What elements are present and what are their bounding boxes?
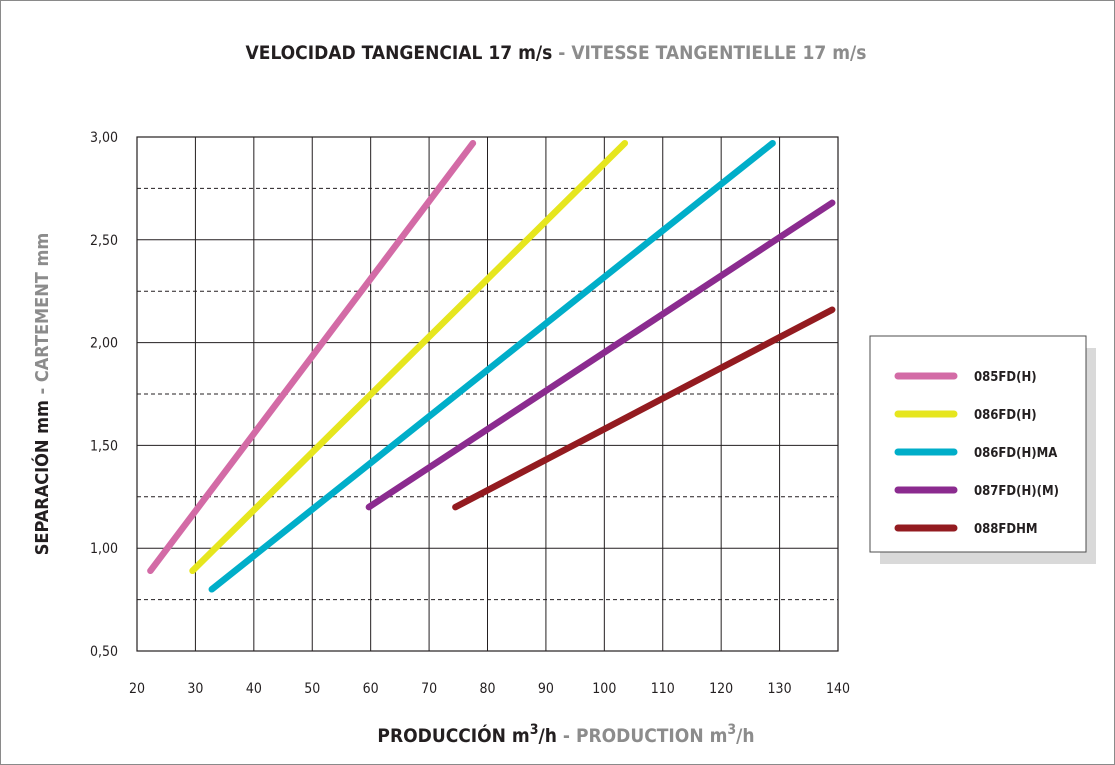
series-line bbox=[365, 199, 836, 511]
x-tick-label: 120 bbox=[709, 681, 733, 697]
x-axis-label-secondary: PRODUCTION m bbox=[576, 725, 727, 747]
y-tick-labels: 0,50 1,00 1,50 2,00 2,50 3,00 bbox=[90, 130, 118, 660]
legend-item: 086FD(H) bbox=[894, 408, 1037, 423]
legend-label: 087FD(H)(M) bbox=[974, 484, 1059, 499]
legend-label: 086FD(H) bbox=[974, 408, 1037, 423]
legend-label: 085FD(H) bbox=[974, 370, 1037, 385]
plot-border bbox=[136, 136, 839, 652]
series-lines bbox=[147, 139, 836, 593]
chart-title: VELOCIDAD TANGENCIAL 17 m/s - VITESSE TA… bbox=[246, 42, 867, 64]
x-axis-label-main: PRODUCCIÓN m bbox=[377, 723, 529, 747]
x-tick-label: 20 bbox=[129, 681, 145, 697]
x-axis-label: PRODUCCIÓN m3/h - PRODUCTION m3/h bbox=[377, 722, 754, 747]
y-tick-label: 1,00 bbox=[90, 541, 118, 557]
x-axis-label-main-sup: 3 bbox=[530, 722, 539, 738]
x-tick-label: 80 bbox=[479, 681, 495, 697]
series-line bbox=[147, 139, 477, 575]
x-axis-label-secondary-sup: 3 bbox=[727, 722, 736, 738]
x-tick-label: 50 bbox=[304, 681, 320, 697]
legend-items: 085FD(H) 086FD(H) 086FD(H)MA 087FD(H)(M) 088… bbox=[894, 370, 1059, 537]
x-tick-label: 70 bbox=[421, 681, 437, 697]
y-tick-label: 3,00 bbox=[90, 130, 118, 146]
x-axis-label-main-suffix: /h bbox=[539, 725, 557, 747]
x-tick-label: 40 bbox=[246, 681, 262, 697]
chart-title-separator: - bbox=[552, 42, 571, 64]
y-tick-label: 2,00 bbox=[90, 336, 118, 352]
x-tick-labels: 20 30 40 50 60 70 80 90 100 110 120 130 140 bbox=[129, 681, 850, 697]
x-tick-label: 100 bbox=[592, 681, 616, 697]
x-axis-label-separator: - bbox=[557, 725, 576, 747]
chart-title-secondary: VITESSE TANGENTIELLE 17 m/s bbox=[571, 42, 866, 64]
legend-item: 086FD(H)MA bbox=[894, 446, 1057, 461]
legend-label: 088FDHM bbox=[974, 522, 1038, 537]
legend-item: 085FD(H) bbox=[894, 370, 1037, 385]
x-tick-label: 60 bbox=[363, 681, 379, 697]
x-tick-label: 110 bbox=[651, 681, 675, 697]
x-tick-label: 30 bbox=[187, 681, 203, 697]
legend-label: 086FD(H)MA bbox=[974, 446, 1057, 461]
y-axis-label-secondary: CARTEMENT mm bbox=[32, 233, 53, 382]
x-axis-label-secondary-suffix: /h bbox=[736, 725, 754, 747]
plot-area bbox=[136, 136, 839, 652]
chart-title-main: VELOCIDAD TANGENCIAL 17 m/s bbox=[246, 42, 553, 64]
y-axis-label-main: SEPARACIÓN mm bbox=[31, 400, 53, 555]
series-line bbox=[452, 306, 836, 511]
series-line bbox=[208, 139, 776, 593]
series-line bbox=[189, 139, 629, 575]
legend: 085FD(H) 086FD(H) 086FD(H)MA 087FD(H)(M) 088… bbox=[869, 335, 1096, 564]
legend-box bbox=[869, 335, 1087, 553]
x-tick-label: 140 bbox=[826, 681, 850, 697]
x-tick-label: 90 bbox=[538, 681, 554, 697]
y-tick-label: 2,50 bbox=[90, 233, 118, 249]
y-axis-label-separator: - bbox=[32, 382, 53, 400]
y-axis-label: SEPARACIÓN mm - CARTEMENT mm bbox=[31, 233, 53, 555]
y-tick-label: 1,50 bbox=[90, 438, 118, 454]
x-tick-label: 130 bbox=[768, 681, 792, 697]
y-tick-label: 0,50 bbox=[90, 644, 118, 660]
legend-item: 088FDHM bbox=[894, 522, 1038, 537]
legend-item: 087FD(H)(M) bbox=[894, 484, 1059, 499]
